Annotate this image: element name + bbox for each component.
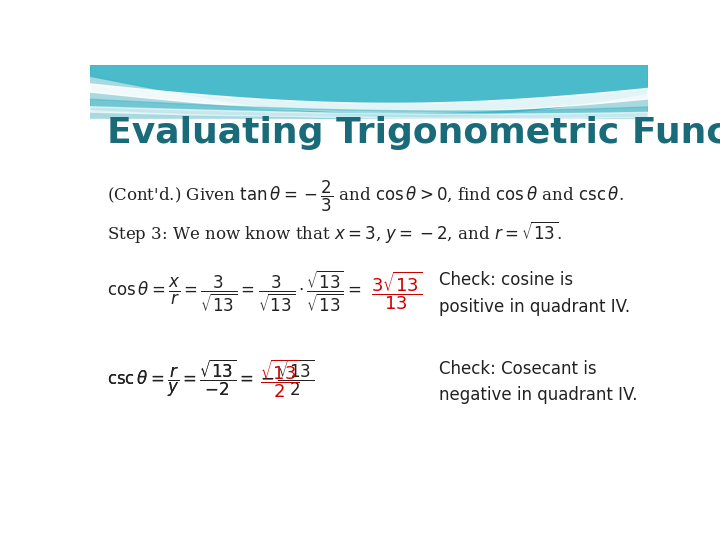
- Polygon shape: [90, 84, 648, 112]
- Text: Step 3: We now know that $x = 3$, $y = -2$, and $r = \sqrt{13}$.: Step 3: We now know that $x = 3$, $y = -…: [107, 219, 562, 245]
- Polygon shape: [90, 99, 648, 120]
- Text: $\dfrac{3\sqrt{13}}{13}$: $\dfrac{3\sqrt{13}}{13}$: [372, 269, 423, 312]
- Text: $\csc\theta = \dfrac{r}{y} = \dfrac{\sqrt{13}}{-2} = -\dfrac{\sqrt{13}}{2}$: $\csc\theta = \dfrac{r}{y} = \dfrac{\sqr…: [107, 357, 315, 399]
- Polygon shape: [90, 107, 648, 119]
- Text: Evaluating Trigonometric Functions: Evaluating Trigonometric Functions: [107, 116, 720, 150]
- Polygon shape: [90, 119, 648, 481]
- Text: $\dfrac{\sqrt{13}}{2}$: $\dfrac{\sqrt{13}}{2}$: [261, 357, 300, 400]
- Polygon shape: [90, 65, 648, 125]
- Text: Check: cosine is
positive in quadrant IV.: Check: cosine is positive in quadrant IV…: [438, 271, 630, 315]
- Text: $\cos\theta = \dfrac{x}{r} = \dfrac{3}{\sqrt{13}} = \dfrac{3}{\sqrt{13}} \cdot \: $\cos\theta = \dfrac{x}{r} = \dfrac{3}{\…: [107, 269, 361, 314]
- Text: $\csc\theta = \dfrac{r}{y} = \dfrac{\sqrt{13}}{-2} = -$: $\csc\theta = \dfrac{r}{y} = \dfrac{\sqr…: [107, 357, 274, 399]
- Text: (Cont'd.) Given $\tan\theta = -\dfrac{2}{3}$ and $\cos\theta > 0$, find $\cos\th: (Cont'd.) Given $\tan\theta = -\dfrac{2}…: [107, 179, 624, 214]
- Polygon shape: [90, 65, 648, 117]
- Text: Check: Cosecant is
negative in quadrant IV.: Check: Cosecant is negative in quadrant …: [438, 360, 637, 404]
